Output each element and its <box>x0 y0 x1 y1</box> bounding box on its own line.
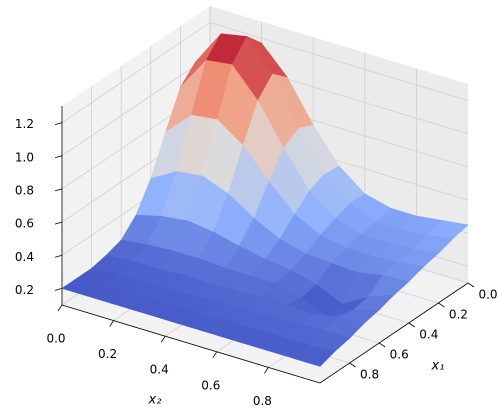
tick-mark <box>54 188 63 192</box>
y-tick-label: 0.6 <box>201 378 220 392</box>
tick-mark <box>160 335 166 343</box>
x-tick-label: 0.0 <box>478 288 497 302</box>
z-tick-label: 0.8 <box>15 183 34 197</box>
z-tick-label: 1.2 <box>15 117 34 131</box>
tick-mark <box>212 351 218 359</box>
z-tick-label: 1.0 <box>15 150 34 164</box>
y-tick-label: 0.8 <box>253 394 272 408</box>
grid-line <box>61 22 211 123</box>
tick-mark <box>57 304 63 312</box>
tick-mark <box>54 288 63 291</box>
grid-line <box>209 22 469 101</box>
tick-mark <box>438 302 445 308</box>
x-tick-label: 0.8 <box>360 368 379 382</box>
tick-mark <box>264 367 269 374</box>
y-tick-label: 0.4 <box>150 363 169 377</box>
tick-mark <box>378 342 386 348</box>
y-tick-label: 0.2 <box>98 347 117 361</box>
x-tick-label: 0.4 <box>419 328 438 342</box>
tick-mark <box>54 221 63 225</box>
tick-mark <box>349 362 356 368</box>
x-axis-line <box>319 282 469 384</box>
y-axis-label: x₂ <box>148 393 162 408</box>
z-tick-label: 0.4 <box>15 250 34 264</box>
y-axis-line <box>61 304 321 384</box>
y-tick-label: 0.0 <box>46 332 65 346</box>
x-tick-label: 0.2 <box>449 308 468 322</box>
grid-line <box>61 55 211 157</box>
x-tick-label: 0.6 <box>390 348 409 362</box>
z-tick-label: 0.6 <box>15 217 34 231</box>
x-axis-label: x₁ <box>431 359 445 374</box>
surface-patch <box>293 344 336 367</box>
tick-mark <box>54 254 63 258</box>
tick-mark <box>408 322 416 328</box>
tick-mark <box>109 320 114 327</box>
z-tick-label: 0.2 <box>15 283 34 297</box>
tick-mark <box>54 155 63 159</box>
tick-mark <box>54 122 63 125</box>
tick-mark <box>467 282 475 288</box>
